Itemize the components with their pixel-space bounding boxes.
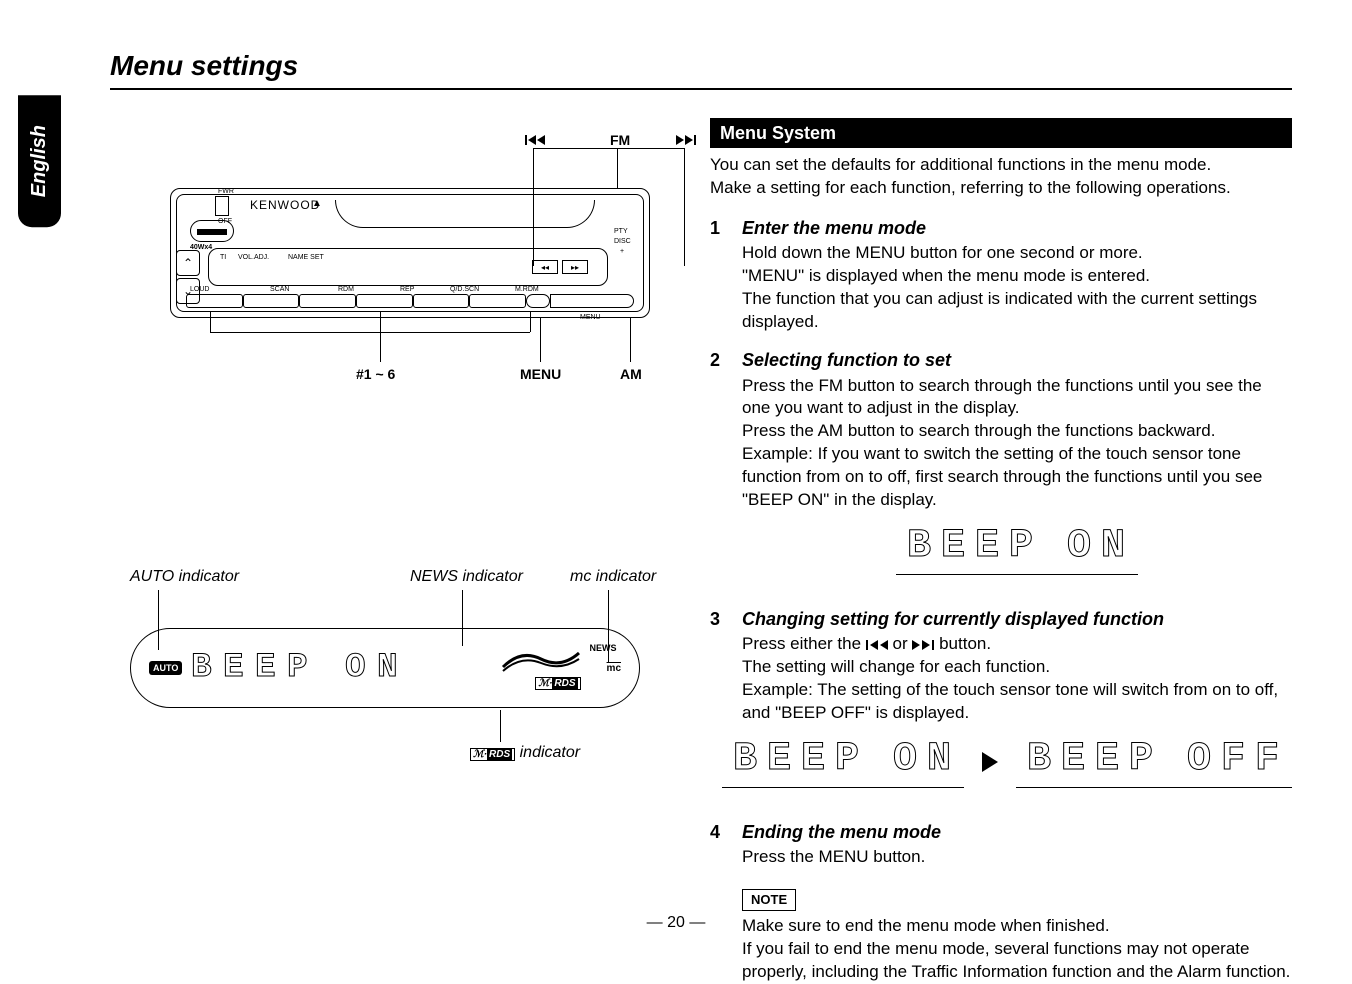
- news-indicator-label: NEWS indicator: [410, 568, 523, 586]
- left-column: FM FWR OFF KENWOOD ▲ 40Wx4: [110, 118, 670, 984]
- lcd-illustration: AUTO indicator NEWS indicator mc indicat…: [110, 568, 670, 798]
- rdm-label: RDM: [338, 286, 354, 293]
- mc-indicator-label: mc indicator: [570, 568, 656, 586]
- fm-label: FM: [610, 132, 630, 148]
- device-illustration: FM FWR OFF KENWOOD ▲ 40Wx4: [110, 118, 670, 398]
- step-2-num: 2: [710, 348, 728, 593]
- mc-badge: mc: [607, 663, 621, 674]
- step-3-p2: The setting will change for each functio…: [742, 656, 1292, 679]
- section-header: Menu System: [710, 118, 1292, 148]
- presets-label: #1 ~ 6: [356, 366, 395, 382]
- step-2: 2 Selecting function to set Press the FM…: [710, 348, 1292, 593]
- auto-indicator-label: AUTO indicator: [130, 568, 239, 586]
- loud-label: LOUD: [190, 286, 209, 293]
- columns: FM FWR OFF KENWOOD ▲ 40Wx4: [110, 118, 1292, 984]
- step-1: 1 Enter the menu mode Hold down the MENU…: [710, 216, 1292, 334]
- step-2-p2: Press the AM button to search through th…: [742, 420, 1292, 443]
- step-1-title: Enter the menu mode: [742, 216, 1292, 240]
- disc-slot: [335, 200, 595, 228]
- menu-small-label: MENU: [580, 314, 601, 321]
- am-label: AM: [620, 366, 642, 382]
- skip-fwd-icon: [676, 132, 696, 148]
- rds-badge: ℳ·RDS: [535, 677, 580, 690]
- auto-badge: AUTO: [149, 661, 182, 675]
- right-column: Menu System You can set the defaults for…: [710, 118, 1292, 984]
- note-label: NOTE: [742, 889, 796, 911]
- fwr-label: FWR: [218, 188, 234, 195]
- page-number: — 20 —: [647, 914, 706, 932]
- step-2-example: Example: If you want to switch the setti…: [742, 443, 1292, 512]
- intro-text: You can set the defaults for additional …: [710, 154, 1292, 200]
- mrdm-label: M.RDM: [515, 286, 539, 293]
- plus-label: +: [620, 248, 624, 255]
- step-2-display: [742, 522, 1292, 575]
- note-p1: Make sure to end the menu mode when fini…: [742, 915, 1292, 938]
- step-4-title: Ending the menu mode: [742, 820, 1292, 844]
- page-title: Menu settings: [110, 50, 1292, 90]
- note-p2: If you fail to end the menu mode, severa…: [742, 938, 1292, 984]
- dscn-label: Q/D.SCN: [450, 286, 479, 293]
- step-1-num: 1: [710, 216, 728, 334]
- step-2-p1: Press the FM button to search through th…: [742, 375, 1292, 421]
- language-tab: English: [18, 95, 61, 227]
- step-4-p1: Press the MENU button.: [742, 846, 1292, 869]
- eject-icon: ▲: [312, 198, 322, 209]
- skip-back-inline-icon: [866, 640, 888, 650]
- seek-fwd: ▸▸: [562, 260, 588, 274]
- step-2-title: Selecting function to set: [742, 348, 1292, 372]
- skip-back-icon: [525, 132, 545, 148]
- disc-label: DISC: [614, 238, 631, 245]
- step-3: 3 Changing setting for currently display…: [710, 607, 1292, 806]
- vol-label: VOL.ADJ.: [238, 254, 269, 261]
- skip-fwd-inline-icon: [912, 640, 934, 650]
- power-button: [190, 220, 234, 242]
- menu-label: MENU: [520, 366, 561, 382]
- seek-back: ◂◂: [532, 260, 558, 274]
- step-3-title: Changing setting for currently displayed…: [742, 607, 1292, 631]
- ti-label: TI: [220, 254, 226, 261]
- brand-label: KENWOOD: [250, 198, 320, 212]
- rds-indicator-label: ℳ·RDS indicator: [470, 744, 580, 762]
- news-badge: NEWS: [590, 643, 617, 653]
- pty-label: PTY: [614, 228, 628, 235]
- lcd-panel: AUTO: [130, 628, 640, 708]
- scan-label: SCAN: [270, 286, 289, 293]
- rocker-up: ⌃: [176, 250, 200, 276]
- step-1-p2: "MENU" is displayed when the menu mode i…: [742, 265, 1292, 288]
- page: English Menu settings FM FWR: [0, 0, 1352, 954]
- step-3-display: [722, 735, 1292, 788]
- arrow-icon: [982, 752, 998, 772]
- step-4-num: 4: [710, 820, 728, 869]
- power-badge: [215, 196, 229, 216]
- preset-row: [186, 294, 634, 312]
- step-1-p3: The function that you can adjust is indi…: [742, 288, 1292, 334]
- signal-graphic: [501, 647, 581, 673]
- step-3-example: Example: The setting of the touch sensor…: [742, 679, 1292, 725]
- step-1-p1: Hold down the MENU button for one second…: [742, 242, 1292, 265]
- step-4: 4 Ending the menu mode Press the MENU bu…: [710, 820, 1292, 869]
- nameset-label: NAME SET: [288, 254, 324, 261]
- seek-buttons: ◂◂ ▸▸: [532, 260, 588, 274]
- rep-label: REP: [400, 286, 414, 293]
- step-3-p1: Press either the or button.: [742, 633, 1292, 656]
